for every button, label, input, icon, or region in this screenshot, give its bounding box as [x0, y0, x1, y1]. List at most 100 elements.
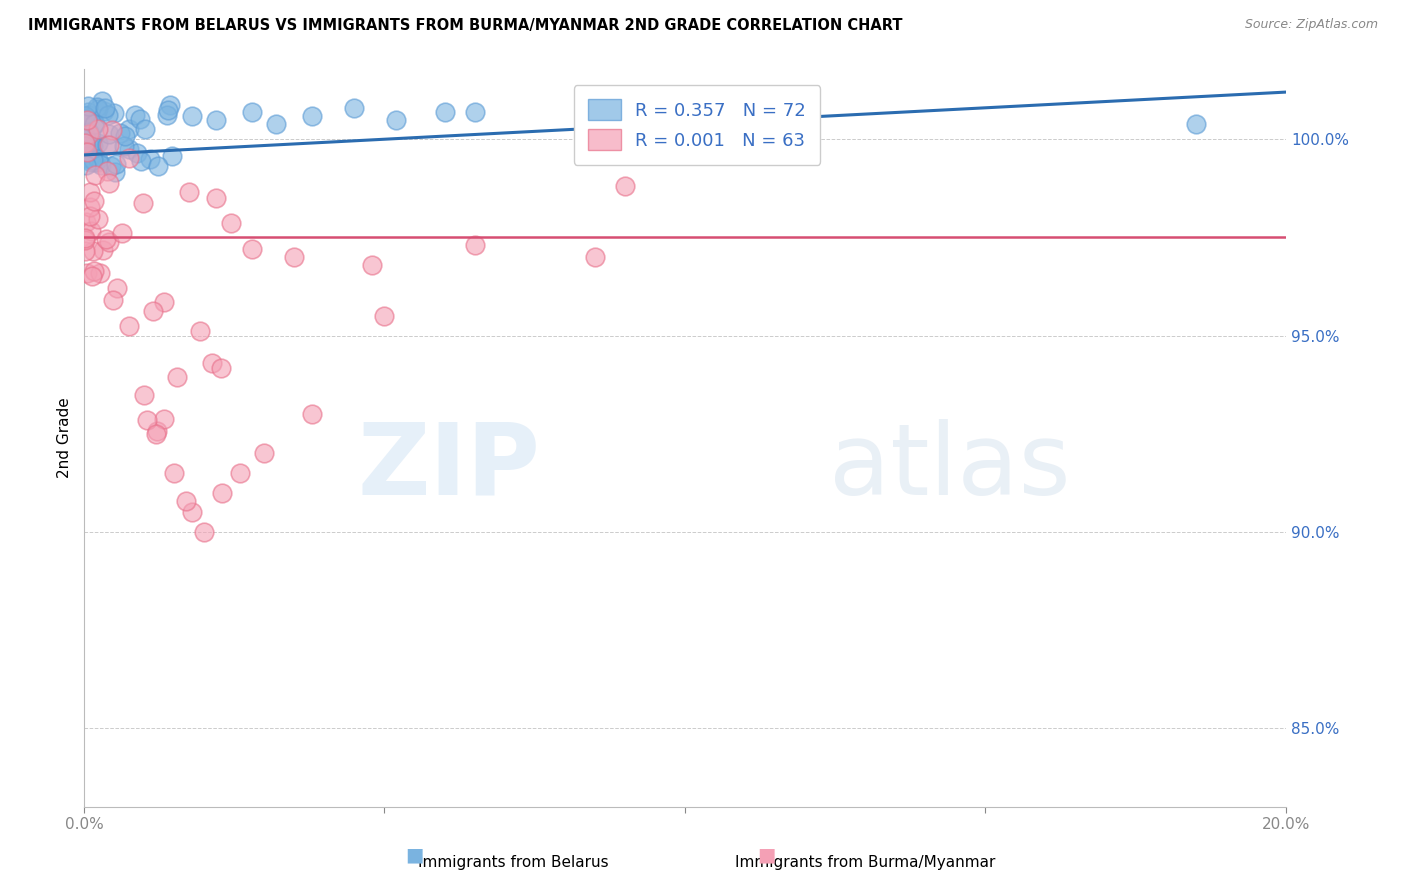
Point — [79, 125, 101, 139]
Point — [155, 108, 177, 122]
Point — [82, 136, 104, 150]
Point — [583, 250, 606, 264]
Point — [76, 141, 98, 155]
Point — [91, 94, 114, 108]
Point — [98, 177, 121, 191]
Text: ■: ■ — [756, 846, 776, 864]
Point — [83, 117, 105, 131]
Point — [80, 224, 103, 238]
Point — [157, 103, 180, 117]
Point — [76, 267, 98, 281]
Point — [87, 122, 110, 136]
Point — [240, 104, 263, 119]
Point — [193, 524, 215, 539]
Point — [73, 128, 96, 143]
Point — [84, 154, 107, 169]
Point — [1185, 116, 1208, 130]
Point — [201, 356, 224, 370]
Point — [96, 164, 118, 178]
Point — [73, 233, 96, 247]
Point — [79, 209, 101, 223]
Point — [188, 324, 211, 338]
Point — [145, 424, 167, 438]
Point — [301, 407, 323, 421]
Point — [131, 153, 153, 168]
Point — [105, 157, 128, 171]
Point — [181, 109, 204, 123]
Text: Immigrants from Burma/Myanmar: Immigrants from Burma/Myanmar — [734, 855, 995, 870]
Point — [97, 108, 120, 122]
Point — [229, 466, 252, 480]
Point — [205, 112, 228, 127]
Point — [146, 159, 169, 173]
Point — [118, 151, 141, 165]
Point — [76, 145, 98, 159]
Point — [105, 280, 128, 294]
Point — [160, 149, 183, 163]
Point — [159, 98, 181, 112]
Point — [82, 269, 104, 284]
Point — [101, 293, 124, 307]
Point — [77, 127, 100, 141]
Point — [240, 242, 263, 256]
Point — [73, 138, 96, 153]
Point — [77, 152, 100, 166]
Point — [83, 169, 105, 183]
Point — [166, 370, 188, 384]
Point — [373, 309, 395, 323]
Point — [75, 118, 97, 132]
Point — [110, 226, 132, 240]
Point — [118, 142, 141, 156]
Point — [128, 112, 150, 127]
Point — [76, 112, 98, 127]
Point — [464, 104, 486, 119]
Point — [80, 134, 103, 148]
Point — [134, 121, 156, 136]
Point — [73, 108, 96, 122]
Point — [83, 117, 105, 131]
Point — [343, 101, 366, 115]
Point — [174, 493, 197, 508]
Point — [179, 185, 201, 199]
Point — [76, 112, 98, 127]
Point — [253, 446, 276, 460]
Point — [114, 139, 136, 153]
Point — [734, 101, 756, 115]
Point — [73, 244, 96, 258]
Point — [132, 387, 155, 401]
Point — [385, 112, 408, 127]
Text: atlas: atlas — [830, 418, 1071, 516]
Point — [89, 266, 111, 280]
Point — [283, 250, 305, 264]
Point — [76, 112, 98, 127]
Point — [361, 258, 384, 272]
Point — [90, 158, 112, 172]
Point — [73, 109, 96, 123]
Point — [82, 153, 104, 167]
Point — [301, 109, 323, 123]
Point — [87, 152, 110, 166]
Point — [97, 137, 120, 152]
Point — [104, 165, 127, 179]
Point — [87, 102, 110, 116]
Point — [86, 100, 108, 114]
Point — [82, 244, 104, 259]
Point — [153, 295, 176, 310]
Point — [98, 235, 121, 249]
Point — [79, 200, 101, 214]
Point — [114, 129, 136, 144]
Point — [76, 123, 98, 137]
Point — [139, 152, 162, 166]
Point — [77, 99, 100, 113]
Point — [266, 116, 288, 130]
Point — [83, 264, 105, 278]
Text: ZIP: ZIP — [359, 418, 541, 516]
Point — [80, 155, 103, 169]
Point — [103, 106, 125, 120]
Y-axis label: 2nd Grade: 2nd Grade — [58, 397, 72, 478]
Point — [93, 104, 115, 119]
Point — [209, 360, 232, 375]
Point — [108, 126, 131, 140]
Point — [613, 109, 636, 123]
Text: ■: ■ — [405, 846, 425, 864]
